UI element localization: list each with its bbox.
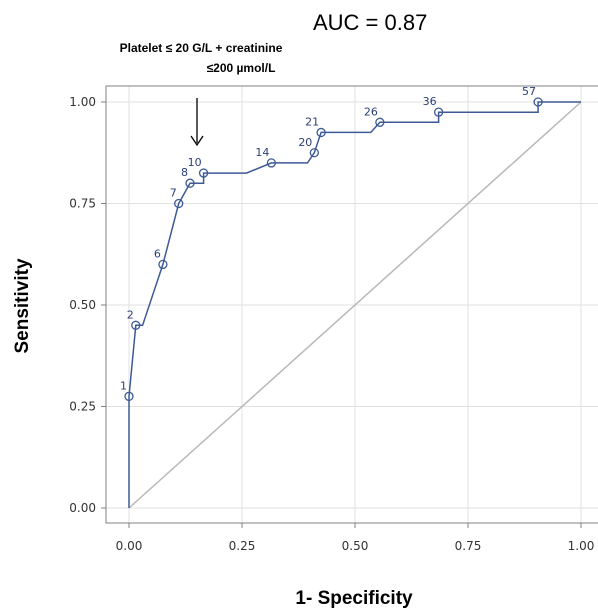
- roc-point-label: 1: [120, 379, 127, 392]
- roc-point-marker: [174, 198, 184, 209]
- y-tick-label: 0.75: [69, 197, 96, 211]
- roc-point-marker: [198, 168, 209, 178]
- x-tick-label: 0.25: [229, 539, 256, 553]
- annotation-line-2: ≤200 µmol/L: [207, 61, 276, 75]
- annotation-line-1: Platelet ≤ 20 G/L + creatinine: [120, 41, 283, 55]
- x-tick-label: 1.00: [568, 539, 595, 553]
- annotation-arrow: [190, 98, 204, 147]
- roc-point-marker: [433, 107, 444, 117]
- y-tick-label: 0.25: [69, 400, 96, 414]
- roc-point-label: 21: [305, 115, 319, 128]
- roc-point-label: 10: [188, 156, 202, 169]
- roc-point-marker: [309, 148, 319, 158]
- axis-ticks: 0.00 0.25 0.50 0.75 1.00 0.00 0.25 0.50 0.75 1.00: [69, 95, 594, 553]
- auc-text: AUC = 0.87: [313, 10, 427, 35]
- x-tick-label: 0.50: [342, 539, 369, 553]
- roc-point-marker: [316, 127, 326, 138]
- roc-point-label: 57: [522, 85, 536, 98]
- x-tick-label: 0.00: [116, 539, 143, 553]
- roc-point-label: 7: [170, 187, 177, 200]
- roc-point-marker: [266, 158, 277, 168]
- roc-point-label: 36: [423, 95, 437, 108]
- roc-point-label: 14: [255, 146, 269, 159]
- roc-point-marker: [533, 97, 543, 107]
- roc-point-marker: [185, 178, 195, 188]
- roc-point-label: 26: [364, 105, 378, 118]
- y-tick-label: 0.00: [69, 501, 96, 515]
- roc-point-marker: [158, 259, 168, 270]
- roc-point-marker: [375, 117, 385, 127]
- roc-point-label: 8: [181, 166, 188, 179]
- roc-point-marker: [124, 391, 134, 402]
- grid-lines: [106, 86, 598, 523]
- x-axis-label: 1- Specificity: [295, 588, 413, 609]
- x-tick-label: 0.75: [455, 539, 482, 553]
- y-axis-label: Sensitivity: [12, 258, 33, 353]
- roc-point-label: 6: [154, 247, 161, 260]
- roc-point-label: 20: [298, 136, 312, 149]
- y-tick-label: 1.00: [69, 95, 96, 109]
- reference-diagonal: [128, 101, 582, 509]
- y-tick-label: 0.50: [69, 298, 96, 312]
- roc-point-label: 2: [127, 308, 134, 321]
- roc-point-marker: [131, 320, 141, 330]
